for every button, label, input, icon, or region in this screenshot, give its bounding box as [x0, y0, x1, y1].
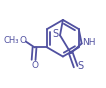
- Text: O: O: [20, 36, 27, 45]
- Text: O: O: [31, 61, 38, 70]
- Text: NH: NH: [83, 38, 96, 47]
- Text: CH₃: CH₃: [4, 36, 19, 45]
- Text: S: S: [52, 29, 58, 39]
- Text: S: S: [78, 61, 84, 71]
